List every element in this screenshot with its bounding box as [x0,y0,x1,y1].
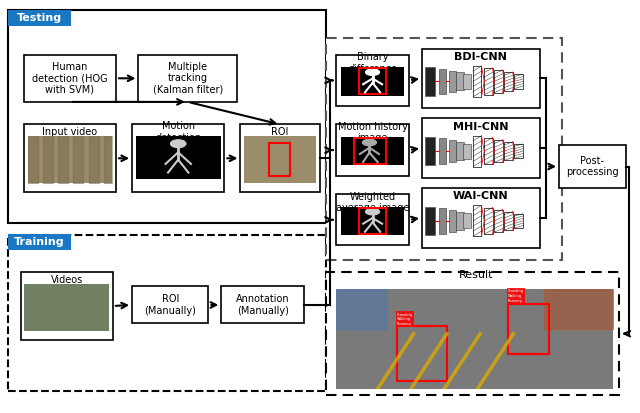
Text: Weighted
average image: Weighted average image [336,192,409,213]
Text: MHI-CNN: MHI-CNN [453,121,509,131]
Text: Testing: Testing [17,13,62,23]
Text: Motion history
image: Motion history image [338,122,408,143]
FancyBboxPatch shape [422,118,540,178]
Text: WAI-CNN: WAI-CNN [453,191,509,201]
Text: ROI
(Manually): ROI (Manually) [144,294,196,316]
FancyBboxPatch shape [20,272,113,340]
FancyBboxPatch shape [8,10,72,26]
Text: Training: Training [14,237,65,247]
Text: Motion
detection: Motion detection [155,121,202,142]
Text: Annotation
(Manually): Annotation (Manually) [236,294,289,316]
FancyBboxPatch shape [326,38,562,260]
Text: Multiple
tracking
(Kalman filter): Multiple tracking (Kalman filter) [153,62,223,95]
FancyBboxPatch shape [138,55,237,102]
FancyBboxPatch shape [336,194,409,245]
FancyBboxPatch shape [24,55,116,102]
FancyBboxPatch shape [8,235,326,391]
Text: BDI-CNN: BDI-CNN [454,52,508,62]
Text: ROI: ROI [271,127,289,137]
FancyBboxPatch shape [422,188,540,247]
FancyBboxPatch shape [336,124,409,176]
FancyBboxPatch shape [336,55,409,106]
FancyBboxPatch shape [8,234,72,249]
FancyBboxPatch shape [132,287,209,323]
Text: Videos: Videos [51,275,83,285]
Text: Result: Result [459,270,493,280]
FancyBboxPatch shape [326,272,620,395]
Text: Input video: Input video [42,127,97,137]
FancyBboxPatch shape [559,145,626,188]
Text: Post-
processing: Post- processing [566,156,619,177]
Text: Human
detection (HOG
with SVM): Human detection (HOG with SVM) [32,62,108,95]
FancyBboxPatch shape [24,124,116,192]
FancyBboxPatch shape [241,124,320,192]
FancyBboxPatch shape [8,9,326,223]
FancyBboxPatch shape [422,49,540,108]
FancyBboxPatch shape [132,124,225,192]
Text: Binary
difference: Binary difference [348,52,397,74]
FancyBboxPatch shape [221,287,304,323]
